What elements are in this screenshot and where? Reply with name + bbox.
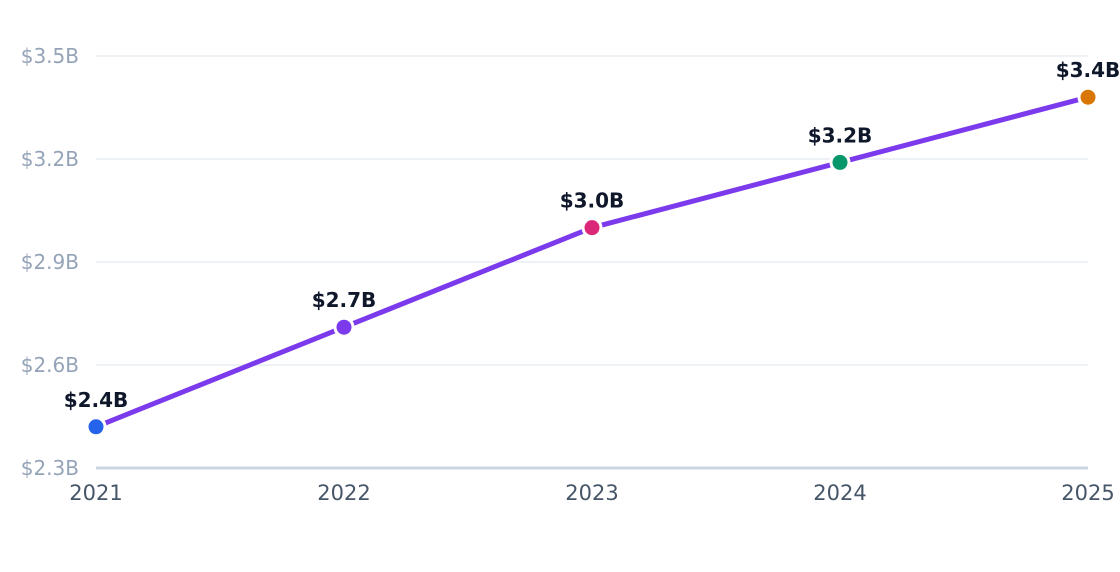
y-tick-label: $3.2B [21, 147, 79, 171]
data-points [85, 86, 1099, 438]
data-point [85, 416, 107, 438]
data-point [333, 316, 355, 338]
x-tick-label: 2024 [813, 481, 866, 505]
y-tick-label: $3.5B [21, 44, 79, 68]
x-tick-label: 2021 [69, 481, 122, 505]
data-label: $2.4B [64, 388, 129, 412]
x-tick-label: 2025 [1061, 481, 1114, 505]
data-label: $3.2B [808, 123, 873, 147]
data-labels: $2.4B $2.7B $3.0B $3.2B $3.4B [64, 58, 1120, 412]
data-label: $3.0B [560, 189, 625, 213]
gridlines [96, 55, 1088, 366]
axes: $2.3B $2.6B $2.9B $3.2B $3.5B 2021 2022 2023 202… [21, 44, 1115, 505]
data-label: $3.4B [1056, 58, 1120, 82]
data-point [581, 217, 603, 239]
y-tick-label: $2.3B [21, 456, 79, 480]
y-tick-label: $2.9B [21, 250, 79, 274]
x-tick-label: 2022 [317, 481, 370, 505]
x-tick-label: 2023 [565, 481, 618, 505]
data-point [829, 151, 851, 173]
data-point [1077, 86, 1099, 108]
y-tick-label: $2.6B [21, 353, 79, 377]
data-label: $2.7B [312, 288, 377, 312]
